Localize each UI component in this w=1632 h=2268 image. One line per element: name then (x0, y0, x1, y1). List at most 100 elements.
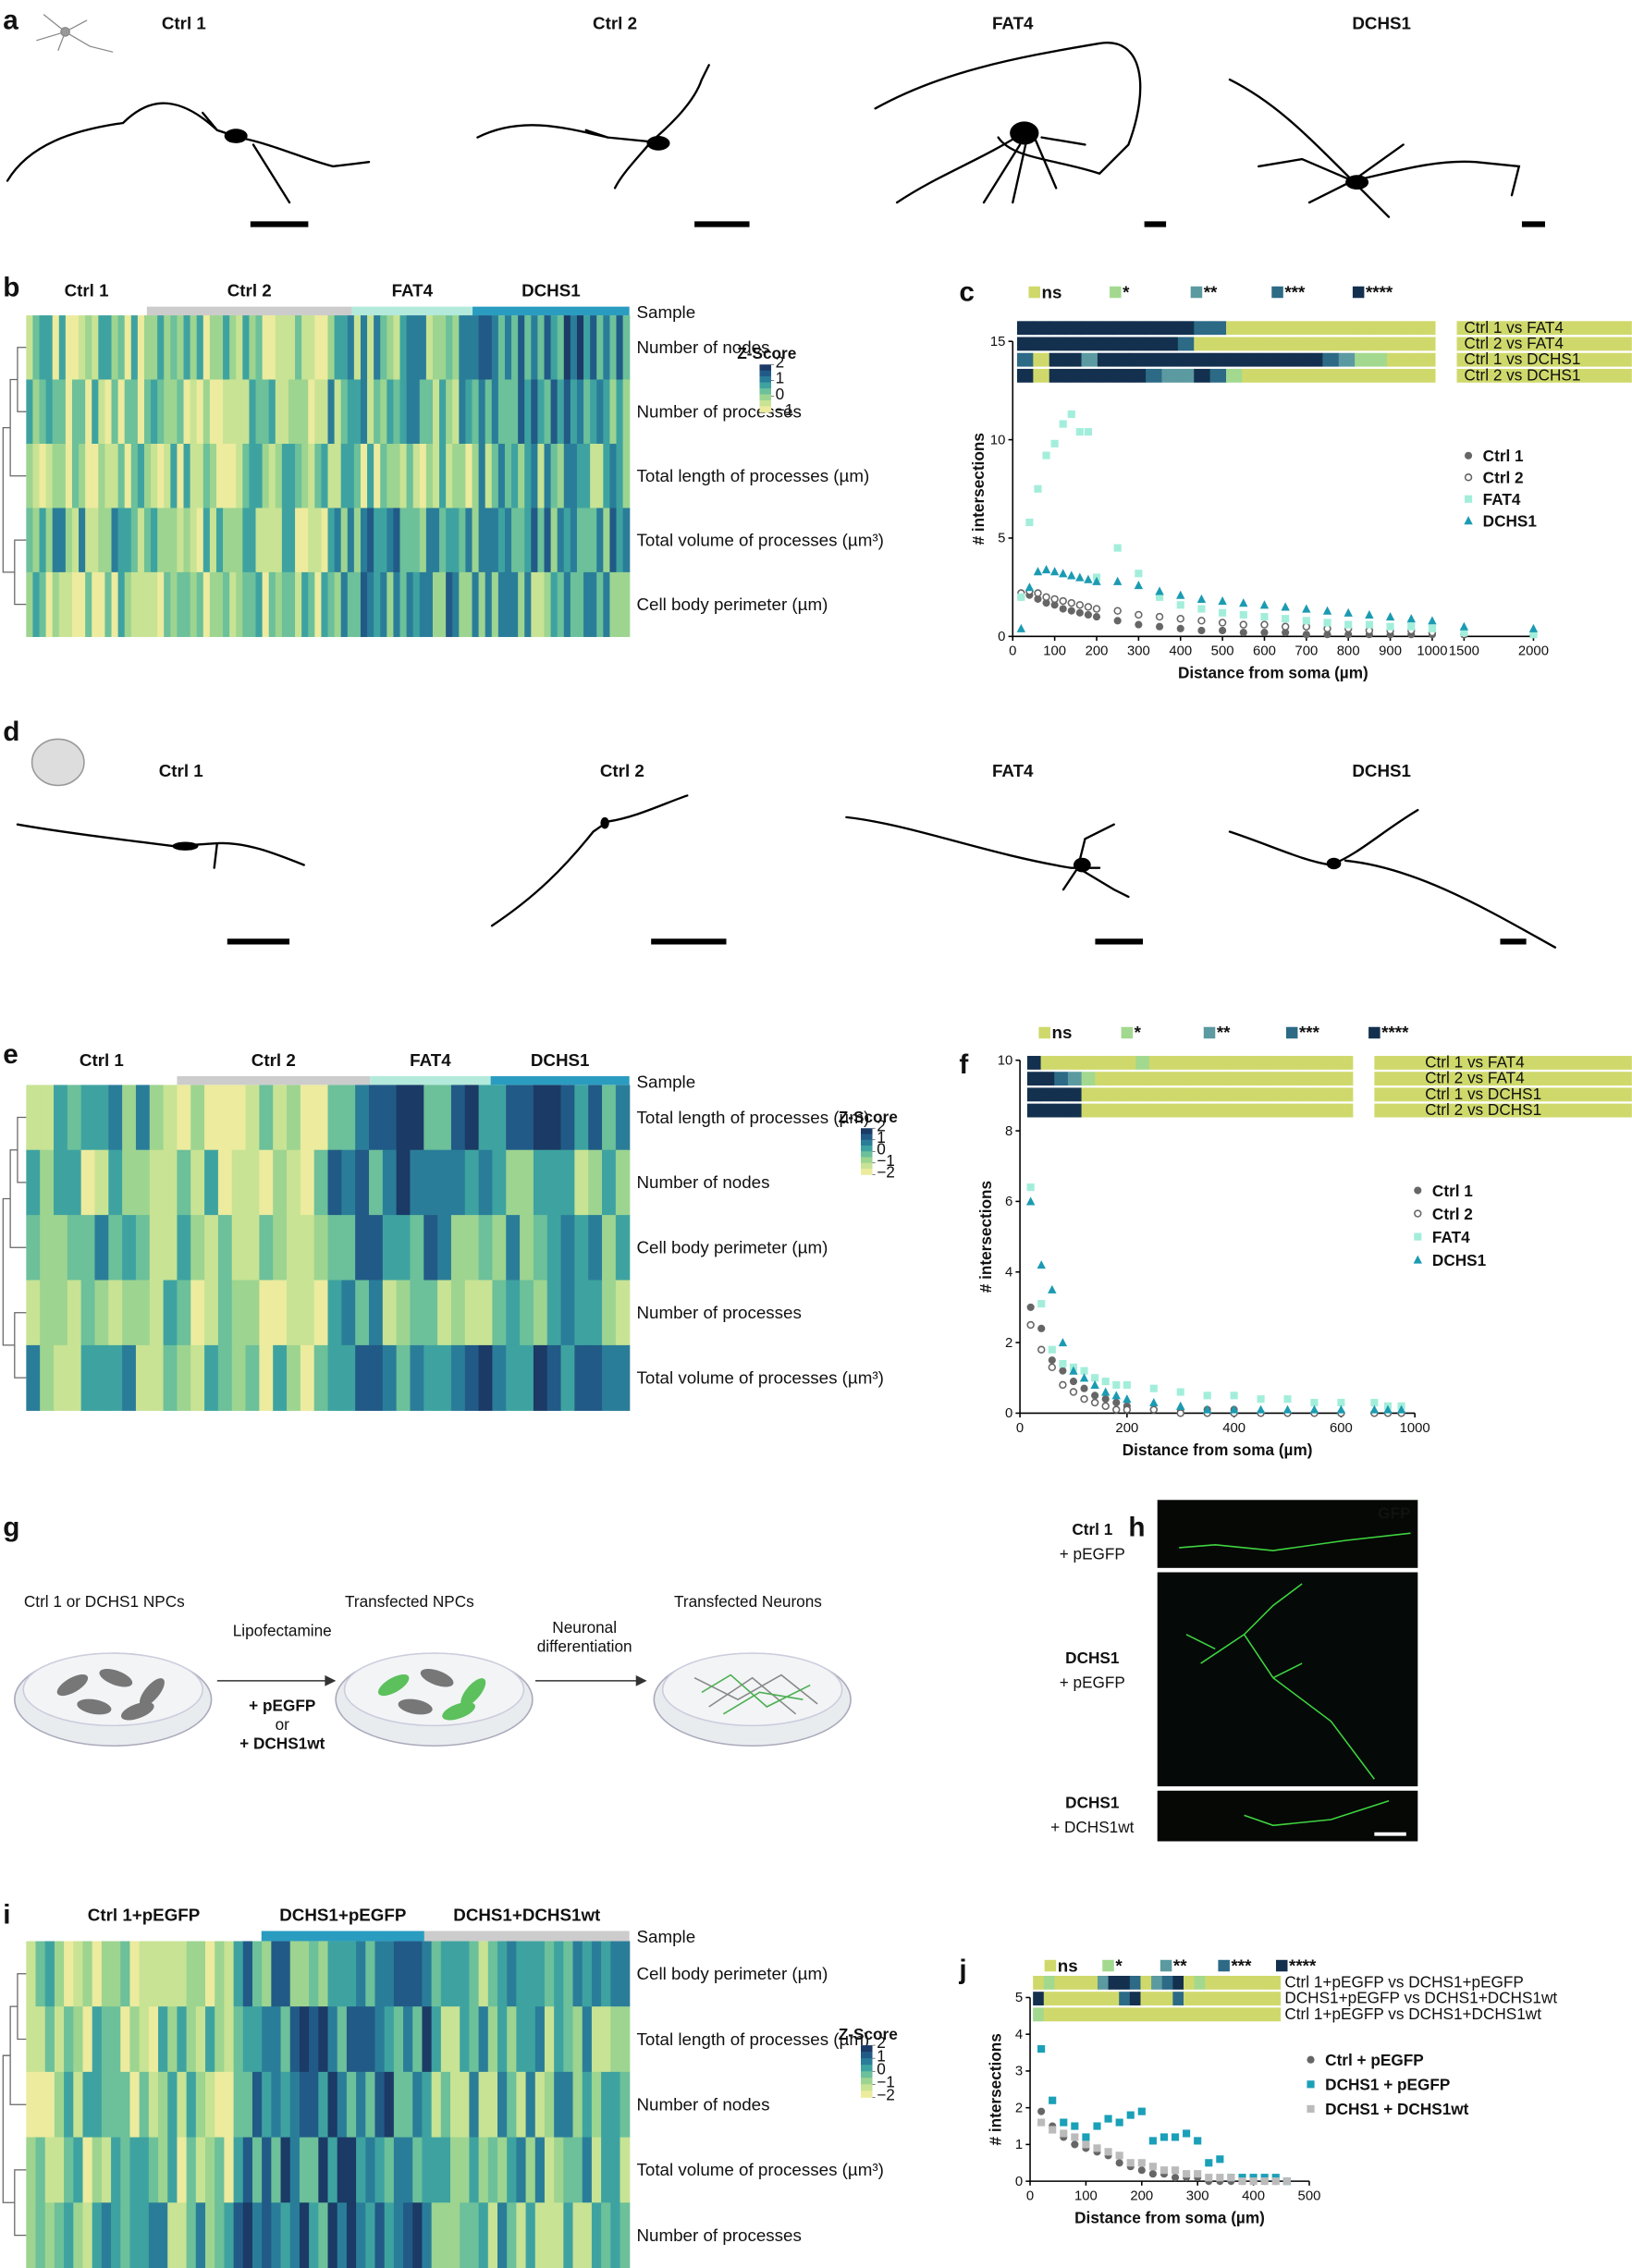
significance-label: ns (1051, 1023, 1072, 1042)
significance-cell (1274, 368, 1292, 383)
data-point (1302, 631, 1310, 639)
colorbar-tick-label: 2 (776, 352, 785, 371)
heatmap-cell (537, 315, 546, 381)
heatmap-cell (353, 508, 362, 573)
heatmap-cell (511, 443, 519, 509)
heatmap-cell (54, 2006, 65, 2073)
colorbar-step (860, 1151, 873, 1158)
data-point (1194, 2137, 1202, 2145)
significance-cell (1230, 1103, 1245, 1118)
heatmap-cell (26, 1344, 41, 1411)
significance-cell (1161, 352, 1179, 367)
heatmap-cell (108, 1215, 123, 1281)
heatmap-cell (39, 571, 47, 637)
row-label: Total length of processes (µm) (637, 1108, 870, 1127)
heatmap-cell (439, 315, 447, 381)
data-point (1059, 596, 1067, 606)
heatmap-cell (190, 1344, 205, 1411)
heatmap-cell (570, 508, 578, 573)
heatmap-cell (157, 315, 165, 381)
significance-cell (1161, 1975, 1173, 1990)
significance-cell (1148, 1072, 1164, 1086)
heatmap-cell (94, 1149, 109, 1216)
heatmap-cell (620, 1941, 631, 2007)
heatmap-cell (120, 1941, 131, 2007)
heatmap-cell (478, 508, 486, 573)
heatmap-cell (437, 1085, 452, 1151)
heatmap-cell (190, 315, 198, 381)
heatmap-cell (367, 508, 374, 573)
heatmap-cell (170, 315, 178, 381)
heatmap-cell (533, 1280, 548, 1346)
legend-label: DCHS1 (1483, 511, 1538, 530)
heatmap-cell (236, 379, 243, 445)
dendrogram-branch (2, 347, 27, 606)
heatmap-cell (590, 508, 597, 573)
data-point (1067, 607, 1075, 615)
data-point (1034, 589, 1042, 597)
heatmap-cell (406, 379, 414, 445)
heatmap-cell (321, 571, 329, 637)
heatmap-cell (603, 571, 611, 637)
data-point (1059, 1380, 1067, 1390)
significance-cell (1298, 1103, 1313, 1118)
row-label: Number of processes (637, 1303, 802, 1322)
heatmap-cell (423, 1344, 438, 1411)
heatmap-cell (384, 2006, 395, 2073)
significance-cell (1119, 1992, 1131, 2006)
heatmap-cell (356, 2006, 366, 2073)
comparison-label: Ctrl 1 vs FAT4 (1425, 1053, 1525, 1072)
heatmap-cell (446, 571, 453, 637)
heatmap-cell (26, 315, 34, 381)
data-point (1249, 2177, 1258, 2186)
heatmap-cell (151, 571, 158, 637)
heatmap-cell (129, 2137, 141, 2203)
heatmap-cell (431, 2137, 442, 2203)
x-tick-label: 800 (1337, 644, 1360, 659)
heatmap-cell (327, 1344, 342, 1411)
heatmap-cell (601, 2137, 611, 2203)
heatmap-cell (262, 315, 270, 381)
significance-strip (1456, 352, 1632, 367)
heatmap-cell (163, 1085, 178, 1151)
colorbar-step (759, 382, 772, 389)
heatmap-cell (620, 2071, 631, 2139)
colorbar-title: Z-Score (839, 2025, 898, 2043)
data-point (1049, 2096, 1057, 2104)
data-point (1059, 569, 1068, 578)
heatmap-cell (520, 1085, 534, 1151)
data-point (1050, 439, 1059, 447)
significance-cell (1148, 1056, 1164, 1070)
heatmap-cell (560, 1280, 576, 1346)
significance-cell (1065, 1992, 1077, 2006)
heatmap-cell (360, 508, 368, 573)
significance-cell (1097, 337, 1114, 351)
heatmap-cell (544, 315, 552, 381)
heatmap-cell (327, 1941, 338, 2007)
heatmap-cell (520, 1149, 534, 1216)
data-point (1260, 612, 1269, 621)
significance-swatch (1368, 1026, 1380, 1039)
significance-cell (1043, 1975, 1055, 1990)
heatmap-cell (71, 443, 80, 509)
data-point (1084, 574, 1093, 583)
data-point (1323, 619, 1331, 627)
heatmap-cell (610, 2071, 621, 2139)
heatmap-cell (382, 1149, 398, 1216)
significance-cell (1311, 1103, 1327, 1118)
significance-cell (1161, 368, 1179, 383)
dendrogram (2, 347, 27, 606)
heatmap-cell (393, 2071, 404, 2139)
significance-cell (1054, 2007, 1066, 2022)
heatmap-cell (537, 443, 546, 509)
heatmap-cell (360, 379, 368, 445)
heatmap-cell (190, 1215, 205, 1281)
significance-cell (1108, 1072, 1123, 1086)
heatmap-cell (299, 2202, 310, 2268)
heatmap-cell (487, 2202, 498, 2268)
data-point (1386, 622, 1394, 631)
significance-cell (1129, 337, 1147, 351)
heatmap-cell (406, 571, 414, 637)
significance-cell (1119, 1975, 1131, 1990)
